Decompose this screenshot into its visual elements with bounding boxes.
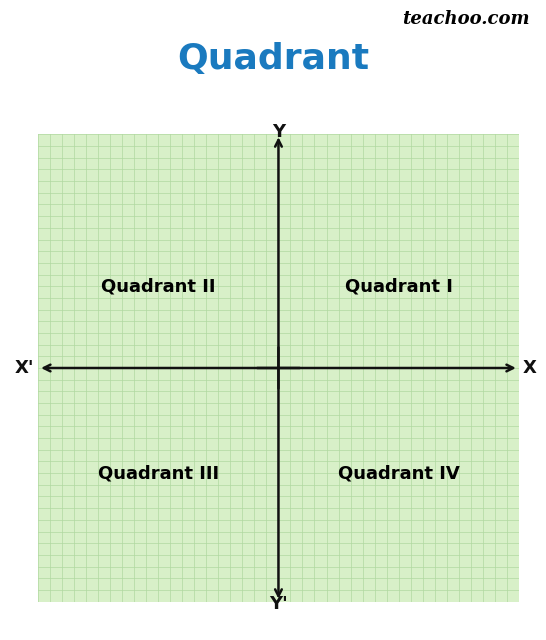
- Text: Quadrant II: Quadrant II: [101, 277, 216, 295]
- Text: Quadrant: Quadrant: [177, 42, 369, 76]
- Text: Quadrant I: Quadrant I: [345, 277, 453, 295]
- Text: X: X: [523, 359, 536, 377]
- Text: Y': Y': [269, 595, 288, 612]
- Text: teachoo.com: teachoo.com: [402, 10, 530, 28]
- Text: Y: Y: [272, 124, 285, 141]
- Text: X': X': [15, 359, 34, 377]
- Text: Quadrant IV: Quadrant IV: [338, 464, 459, 482]
- Text: Quadrant III: Quadrant III: [98, 464, 219, 482]
